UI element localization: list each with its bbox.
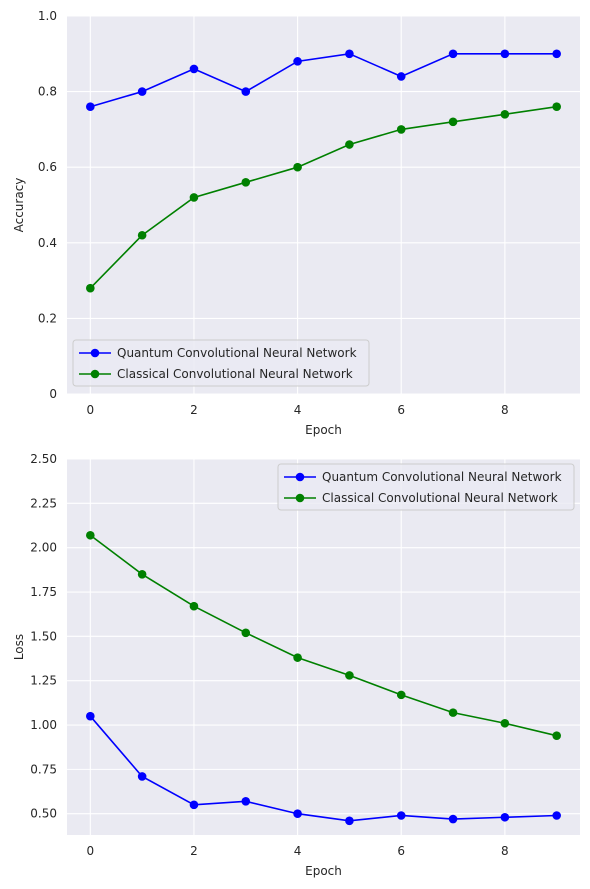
y-tick-label: 1.75: [30, 585, 57, 599]
y-tick-label: 0.6: [38, 160, 57, 174]
data-point: [293, 162, 302, 172]
x-tick-label: 6: [397, 844, 405, 858]
legend-label: Quantum Convolutional Neural Network: [117, 346, 357, 360]
legend-marker: [295, 472, 305, 482]
y-tick-label: 1.00: [30, 718, 57, 732]
data-point: [448, 814, 458, 824]
legend-label: Classical Convolutional Neural Network: [117, 367, 353, 381]
data-point: [396, 72, 406, 81]
legend-label: Quantum Convolutional Neural Network: [322, 470, 562, 484]
data-point: [189, 193, 199, 202]
data-point: [396, 811, 406, 820]
y-tick-label: 1.0: [38, 9, 57, 23]
data-point: [241, 797, 251, 806]
y-tick-label: 0.75: [30, 762, 57, 776]
data-point: [137, 230, 147, 240]
data-point: [552, 49, 561, 59]
series-line: [89, 105, 557, 289]
data-point: [241, 87, 251, 96]
legend-marker: [295, 493, 305, 503]
y-axis-label: Accuracy: [12, 178, 26, 233]
series-line: [90, 52, 557, 108]
data-point: [345, 49, 354, 59]
y-tick-label: 0.50: [30, 807, 57, 821]
y-tick-label: 0.4: [38, 236, 57, 250]
data-point: [552, 811, 561, 820]
x-tick-label: 4: [294, 844, 302, 858]
plot-area: [67, 16, 580, 394]
series-line: [89, 534, 557, 737]
data-point: [448, 708, 458, 717]
x-tick-label: 2: [190, 403, 198, 417]
data-point: [241, 178, 251, 187]
data-point: [448, 117, 458, 127]
data-point: [345, 140, 354, 149]
x-axis-label: Epoch: [305, 864, 342, 878]
chart-panel-2: 0 2 4 6 8 0.50 0.75 1.00 1.25 1.50 1.75 2.00 2.25 2.5…: [12, 452, 580, 878]
data-point: [293, 653, 302, 662]
legend-box: [72, 339, 370, 387]
x-tick-label: 8: [501, 403, 509, 417]
data-point: [86, 530, 95, 540]
x-tick-label: 0: [86, 844, 94, 858]
legend-box: [277, 463, 575, 511]
series-1: [86, 711, 561, 826]
x-tick-label: 4: [294, 403, 302, 417]
data-point: [189, 64, 199, 74]
data-point: [552, 102, 561, 112]
y-tick-label: 0.8: [38, 85, 57, 99]
data-point: [552, 731, 561, 740]
data-point: [86, 102, 95, 112]
data-point: [137, 772, 147, 781]
plot-area: [67, 459, 580, 835]
data-point: [137, 87, 147, 96]
x-tick-label: 6: [397, 403, 405, 417]
series-2: [86, 102, 561, 293]
y-tick-label: 2.50: [30, 452, 57, 466]
x-tick-label: 8: [501, 844, 509, 858]
legend-marker: [90, 348, 100, 358]
data-point: [293, 809, 302, 819]
data-point: [86, 283, 95, 293]
legend-label: Classical Convolutional Neural Network: [322, 491, 558, 505]
data-point: [500, 812, 510, 822]
data-point: [241, 628, 251, 638]
y-tick-label: 0: [49, 387, 57, 401]
series-line: [89, 715, 557, 822]
data-point: [137, 569, 147, 579]
y-tick-label: 1.50: [30, 629, 57, 643]
data-point: [345, 816, 354, 826]
y-tick-label: 2.25: [30, 496, 57, 510]
data-point: [396, 690, 406, 700]
x-tick-label: 0: [86, 403, 94, 417]
legend: Quantum Convolutional Neural Network Clas…: [277, 463, 575, 511]
data-point: [189, 601, 199, 611]
data-point: [448, 49, 458, 59]
data-point: [500, 49, 510, 59]
data-point: [189, 800, 199, 810]
x-axis-label: Epoch: [305, 423, 342, 437]
legend-marker: [90, 369, 100, 379]
data-point: [500, 109, 510, 119]
data-point: [293, 57, 302, 66]
y-tick-label: 2.00: [30, 541, 57, 555]
x-tick-label: 2: [190, 844, 198, 858]
data-point: [86, 711, 95, 721]
series-1: [86, 49, 561, 112]
data-point: [500, 718, 510, 728]
chart-panel-1: 0 2 4 6 8 0 0.2 0.4 0.6 0.8 1.0 Epoch Accuracy Quantu…: [12, 9, 580, 437]
y-axis-label: Loss: [12, 634, 26, 660]
y-tick-label: 1.25: [30, 674, 57, 688]
data-point: [345, 671, 354, 680]
series-2: [86, 530, 561, 740]
y-tick-label: 0.2: [38, 311, 57, 325]
data-point: [396, 125, 406, 134]
legend: Quantum Convolutional Neural Network Clas…: [72, 339, 370, 387]
